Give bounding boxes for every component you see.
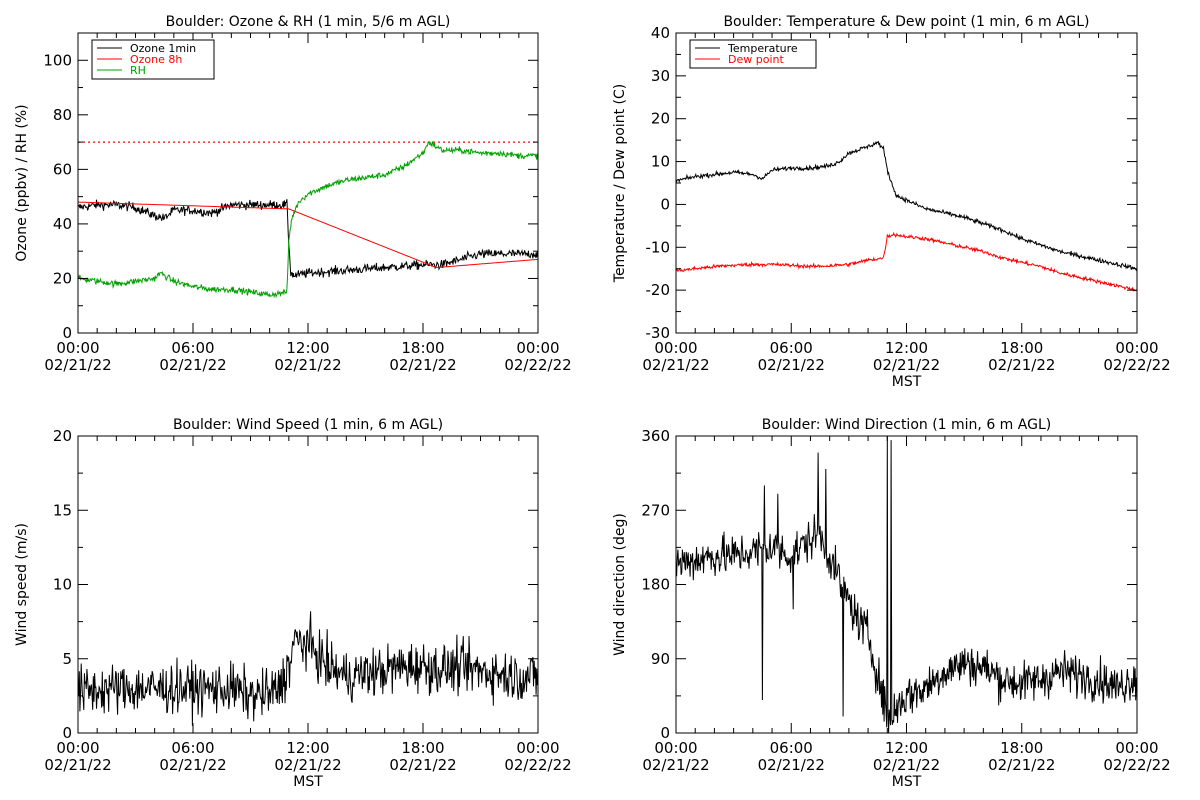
chart-wind-speed: Boulder: Wind Speed (1 min, 6 m AGL) 0 5 10… xyxy=(14,417,572,790)
chart-title: Boulder: Wind Direction (1 min, 6 m AGL) xyxy=(762,417,1051,433)
y-tick-label: 15 xyxy=(53,501,72,519)
series-line-data xyxy=(676,436,1137,733)
x-tick-date: 02/21/22 xyxy=(274,756,341,774)
x-tick-time: 12:00 xyxy=(286,739,329,757)
y-tick-label: -10 xyxy=(646,238,671,256)
x-axis-label: MST xyxy=(892,774,922,790)
y-tick-label: 60 xyxy=(53,160,72,178)
x-tick-time: 06:00 xyxy=(171,739,214,757)
legend-box xyxy=(689,39,817,69)
legend-label: RH xyxy=(130,64,146,77)
y-tick-label: 0 xyxy=(62,324,72,342)
y-tick-label: 20 xyxy=(651,110,670,128)
legend-label: Temperature xyxy=(727,42,798,55)
x-tick-date: 02/21/22 xyxy=(274,356,341,374)
plot-area xyxy=(676,140,1137,292)
y-tick-label: 80 xyxy=(53,106,72,124)
legend-label: Dew point xyxy=(728,53,784,66)
y-tick-label: 360 xyxy=(641,427,670,445)
y-tick-label: 20 xyxy=(53,427,72,445)
x-tick-time: 18:00 xyxy=(401,339,444,357)
y-tick-label: 5 xyxy=(62,650,72,668)
x-tick-time: 06:00 xyxy=(770,739,813,757)
y-axis-label: Temperature / Dew point (C) xyxy=(612,84,628,283)
chart-temp-dew: Boulder: Temperature & Dew point (1 min,… xyxy=(612,14,1171,390)
x-tick-time: 00:00 xyxy=(56,339,99,357)
x-tick-time: 00:00 xyxy=(1115,339,1158,357)
x-axis-label: MST xyxy=(892,374,922,390)
x-tick-date: 02/21/22 xyxy=(758,356,825,374)
x-tick-date: 02/21/22 xyxy=(642,356,709,374)
y-axis-label: Wind direction (deg) xyxy=(612,513,628,656)
x-tick-date: 02/21/22 xyxy=(389,756,456,774)
x-tick-date: 02/21/22 xyxy=(873,756,940,774)
plot-area xyxy=(676,436,1137,733)
series-line-ozone-8h xyxy=(78,201,538,268)
y-tick-label: -30 xyxy=(646,324,671,342)
y-tick-label: 0 xyxy=(660,724,670,742)
chart-title: Boulder: Temperature & Dew point (1 min,… xyxy=(723,14,1089,30)
y-tick-label: 100 xyxy=(43,51,72,69)
y-tick-label: 10 xyxy=(53,576,72,594)
x-tick-date: 02/22/22 xyxy=(1103,756,1170,774)
y-tick-label: 270 xyxy=(641,501,670,519)
x-tick-time: 18:00 xyxy=(401,739,444,757)
x-tick-date: 02/21/22 xyxy=(44,756,111,774)
x-tick-time: 12:00 xyxy=(885,339,928,357)
chart-ozone-rh: Boulder: Ozone & RH (1 min, 5/6 m AGL)02… xyxy=(14,14,572,374)
y-tick-label: 90 xyxy=(651,650,670,668)
y-tick-label: 40 xyxy=(53,215,72,233)
x-tick-time: 06:00 xyxy=(770,339,813,357)
x-tick-date: 02/21/22 xyxy=(988,756,1055,774)
y-tick-label: 180 xyxy=(641,576,670,594)
x-tick-date: 02/21/22 xyxy=(873,356,940,374)
x-tick-date: 02/22/22 xyxy=(1103,356,1170,374)
chart-title: Boulder: Wind Speed (1 min, 6 m AGL) xyxy=(173,417,443,433)
y-tick-label: -20 xyxy=(646,281,671,299)
plot-area xyxy=(78,140,538,299)
x-axis-label: MST xyxy=(293,774,323,790)
x-tick-time: 18:00 xyxy=(1000,739,1043,757)
y-tick-label: 20 xyxy=(53,269,72,287)
x-tick-time: 00:00 xyxy=(516,739,559,757)
chart-title: Boulder: Ozone & RH (1 min, 5/6 m AGL) xyxy=(166,14,451,30)
x-tick-date: 02/21/22 xyxy=(159,356,226,374)
x-tick-date: 02/21/22 xyxy=(159,756,226,774)
x-tick-time: 00:00 xyxy=(654,339,697,357)
x-tick-time: 06:00 xyxy=(171,339,214,357)
y-tick-label: 40 xyxy=(651,24,670,42)
x-tick-time: 12:00 xyxy=(885,739,928,757)
y-tick-label: 30 xyxy=(651,67,670,85)
y-tick-label: 0 xyxy=(660,195,670,213)
legend-label: Ozone 8h xyxy=(130,53,182,66)
x-tick-time: 00:00 xyxy=(1115,739,1158,757)
x-tick-time: 00:00 xyxy=(516,339,559,357)
x-tick-time: 00:00 xyxy=(56,739,99,757)
plot-area xyxy=(78,611,538,726)
y-tick-label: 0 xyxy=(62,724,72,742)
series-line-temperature xyxy=(676,140,1137,272)
legend-label: Ozone 1min xyxy=(130,42,196,55)
x-tick-date: 02/21/22 xyxy=(44,356,111,374)
y-axis-label: Wind speed (m/s) xyxy=(14,523,30,646)
x-tick-time: 00:00 xyxy=(654,739,697,757)
x-tick-time: 12:00 xyxy=(286,339,329,357)
series-line-ozone-1min xyxy=(78,199,538,278)
x-tick-date: 02/22/22 xyxy=(504,356,571,374)
x-tick-date: 02/21/22 xyxy=(988,356,1055,374)
x-tick-date: 02/22/22 xyxy=(504,756,571,774)
y-tick-label: 10 xyxy=(651,153,670,171)
x-tick-date: 02/21/22 xyxy=(758,756,825,774)
x-tick-date: 02/21/22 xyxy=(642,756,709,774)
chart-wind-dir: Boulder: Wind Direction (1 min, 6 m AGL)… xyxy=(612,417,1171,790)
series-line-data xyxy=(78,611,538,726)
y-axis-label: Ozone (ppbv) / RH (%) xyxy=(14,104,30,261)
x-tick-date: 02/21/22 xyxy=(389,356,456,374)
x-tick-time: 18:00 xyxy=(1000,339,1043,357)
plot-frame xyxy=(675,32,1138,334)
series-line-dew-point xyxy=(676,231,1137,292)
series-line-rh xyxy=(78,140,538,299)
